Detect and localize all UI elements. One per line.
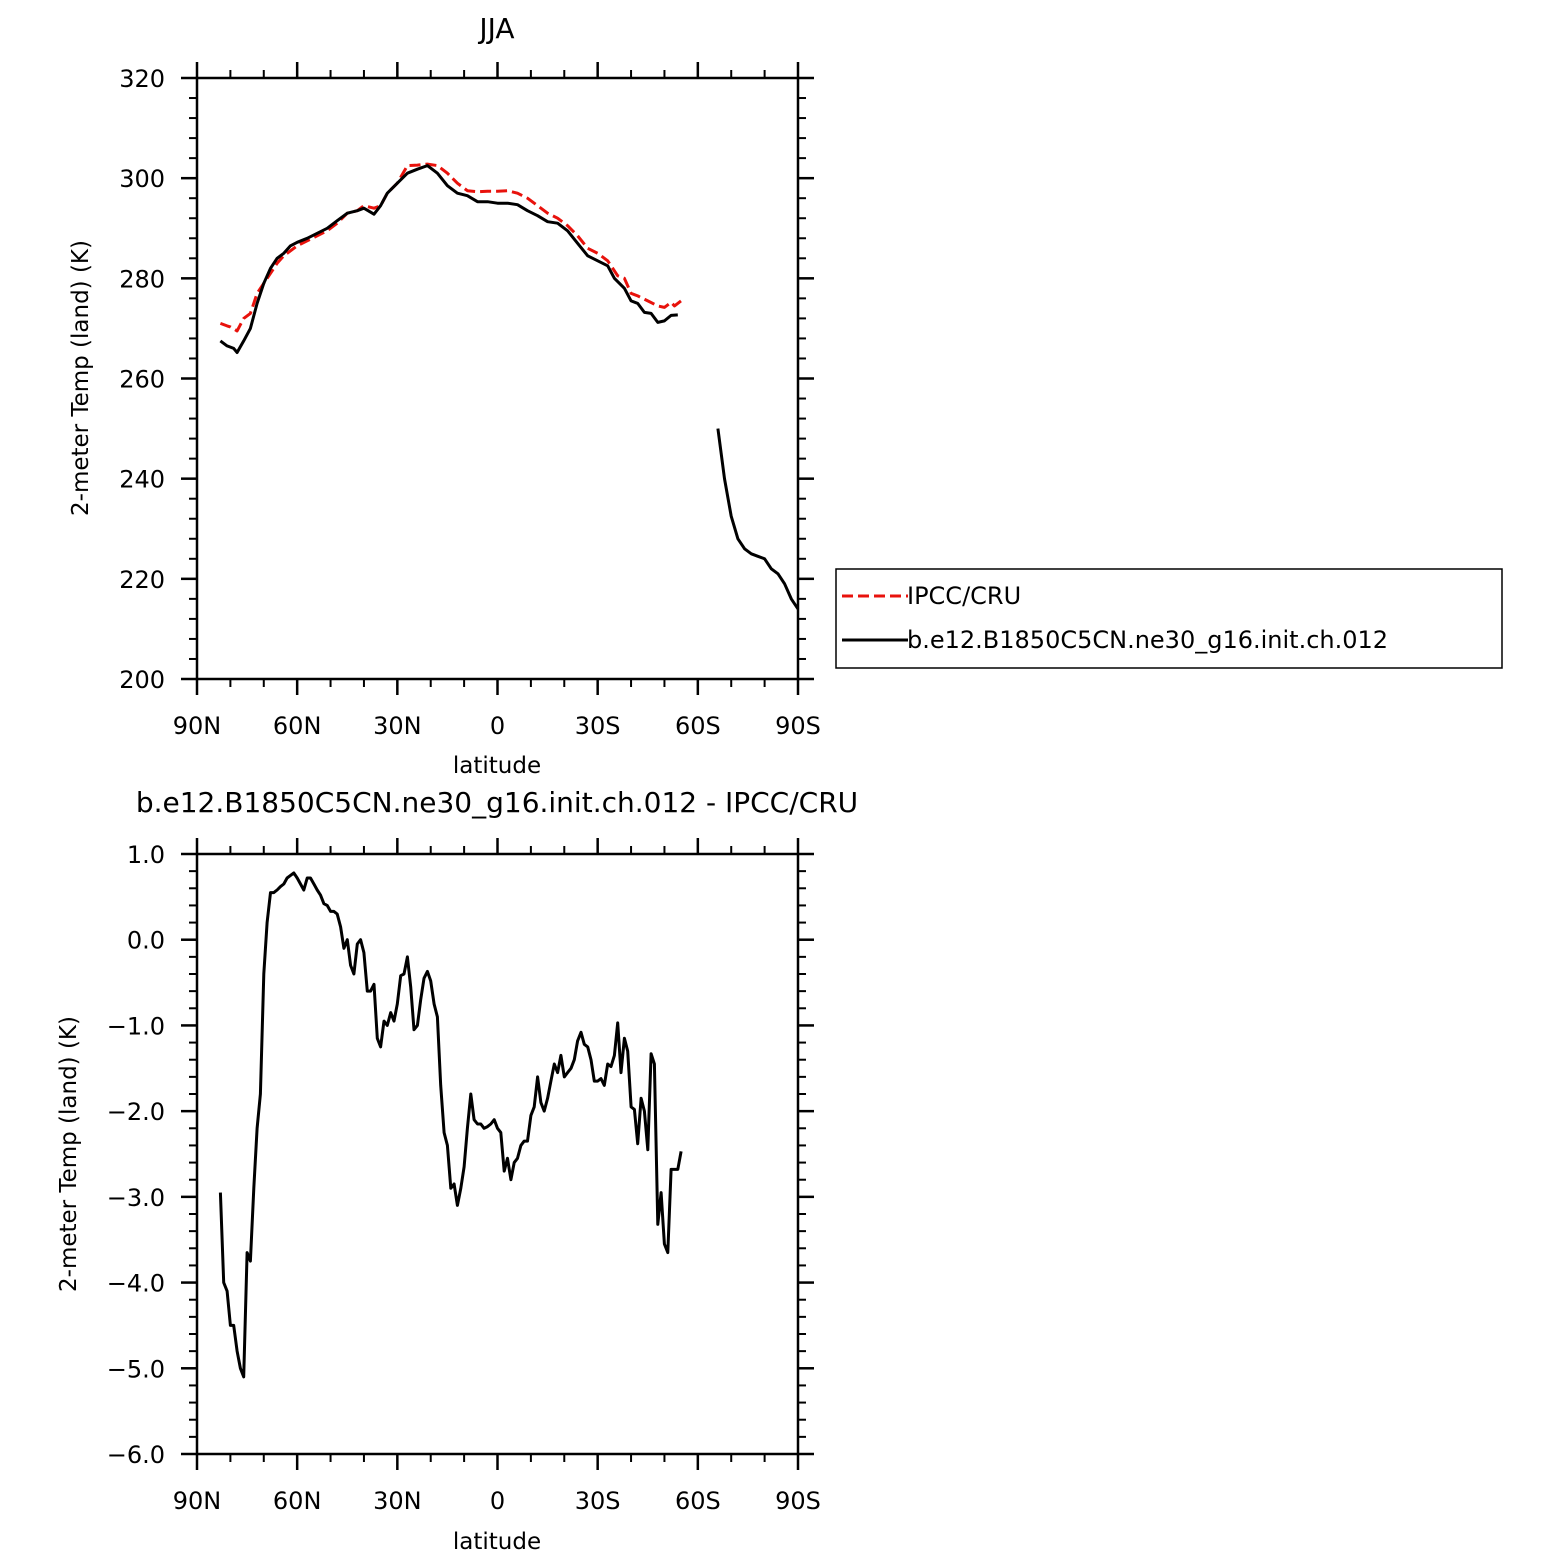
top-minor-ticks	[189, 70, 806, 687]
top-chart-title: JJA	[477, 12, 514, 45]
x-tick-label: 0	[490, 1487, 505, 1515]
bottom-y-ticks	[181, 852, 814, 1456]
bottom-y-axis-label: 2-meter Temp (land) (K)	[56, 1016, 82, 1292]
legend-box	[835, 568, 1503, 669]
x-tick-label: 90S	[775, 712, 821, 740]
top-y-tick-labels: 200 220 240 260 280 300 320	[119, 65, 165, 694]
bottom-x-tick-labels: 90N 60N 30N 0 30S 60S 90S	[173, 1487, 821, 1515]
x-tick-label: 30N	[373, 1487, 422, 1515]
bottom-x-ticks	[195, 838, 800, 1470]
legend-label-model: b.e12.B1850C5CN.ne30_g16.init.ch.012	[907, 626, 1388, 654]
y-tick-label: −6.0	[107, 1441, 165, 1469]
y-tick-label: 200	[119, 666, 165, 694]
bottom-x-axis-label: latitude	[453, 1529, 541, 1555]
y-tick-label: 280	[119, 265, 165, 293]
top-plot-frame	[195, 76, 800, 681]
x-tick-label: 90S	[775, 1487, 821, 1515]
top-y-axis-label: 2-meter Temp (land) (K)	[68, 240, 94, 516]
y-tick-label: 1.0	[127, 841, 165, 869]
top-y-ticks	[181, 76, 814, 681]
bottom-chart-title: b.e12.B1850C5CN.ne30_g16.init.ch.012 - I…	[136, 786, 858, 819]
top-x-axis-label: latitude	[453, 753, 541, 779]
top-series-layer	[219, 162, 800, 610]
x-tick-label: 30N	[373, 712, 422, 740]
bottom-plot-frame	[195, 852, 800, 1456]
legend: IPCC/CRU b.e12.B1850C5CN.ne30_g16.init.c…	[835, 568, 1503, 669]
x-tick-label: 30S	[575, 712, 621, 740]
y-tick-label: 300	[119, 165, 165, 193]
bottom-y-tick-labels: −6.0 −5.0 −4.0 −3.0 −2.0 −1.0 0.0 1.0	[107, 841, 165, 1469]
series-line-1-segment-1	[219, 162, 683, 333]
y-tick-label: 260	[119, 366, 165, 394]
x-tick-label: 60N	[273, 712, 322, 740]
top-panel: JJA 200 220 240 260 280 300 320 90N 60N 30N 0 30S 6…	[68, 12, 821, 779]
top-x-tick-labels: 90N 60N 30N 0 30S 60S 90S	[173, 712, 821, 740]
bottom-panel: b.e12.B1850C5CN.ne30_g16.init.ch.012 - I…	[56, 786, 858, 1555]
x-tick-label: 90N	[173, 712, 222, 740]
top-x-ticks	[195, 62, 800, 695]
series-line-2-segment-1	[219, 164, 678, 354]
x-tick-label: 60S	[675, 712, 721, 740]
y-tick-label: −4.0	[107, 1270, 165, 1298]
y-tick-label: 320	[119, 65, 165, 93]
bottom-series-layer	[218, 871, 683, 1379]
series-line-2-segment-2	[716, 428, 800, 610]
x-tick-label: 0	[490, 712, 505, 740]
series-line-1-segment-1	[218, 871, 683, 1379]
x-tick-label: 60S	[675, 1487, 721, 1515]
x-tick-label: 30S	[575, 1487, 621, 1515]
legend-label-ipcc: IPCC/CRU	[907, 582, 1021, 610]
y-tick-label: 240	[119, 466, 165, 494]
y-tick-label: −2.0	[107, 1098, 165, 1126]
y-tick-label: −1.0	[107, 1012, 165, 1040]
bottom-minor-ticks	[189, 846, 806, 1462]
y-tick-label: −3.0	[107, 1184, 165, 1212]
x-tick-label: 60N	[273, 1487, 322, 1515]
y-tick-label: 0.0	[127, 927, 165, 955]
y-tick-label: −5.0	[107, 1355, 165, 1383]
x-tick-label: 90N	[173, 1487, 222, 1515]
y-tick-label: 220	[119, 566, 165, 594]
